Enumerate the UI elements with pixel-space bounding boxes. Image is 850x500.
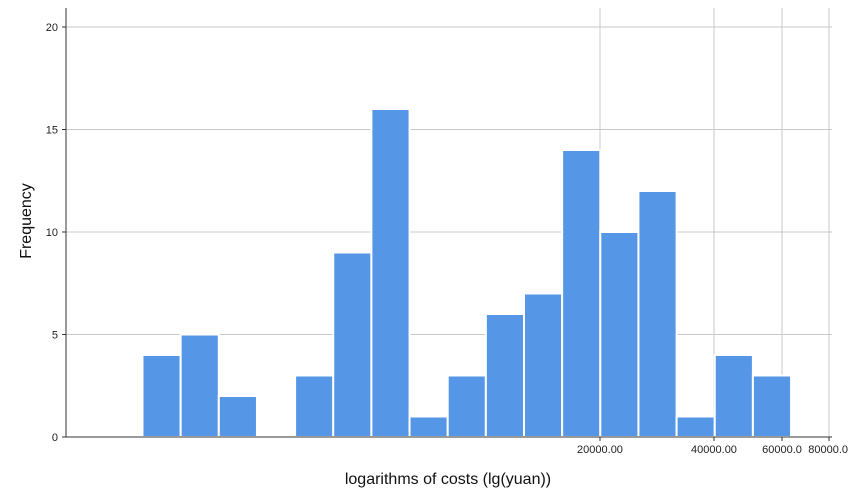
y-tick-label: 10 bbox=[46, 227, 58, 239]
y-tick-label: 20 bbox=[46, 22, 58, 34]
tick-labels: 0 5 10 15 20 20000.00 40000.00 60000.0 80000.0 bbox=[46, 22, 848, 456]
histogram-bar bbox=[713, 354, 754, 438]
histogram-bar bbox=[675, 415, 716, 438]
histogram-bar bbox=[751, 374, 793, 438]
x-tick-label: 40000.00 bbox=[691, 444, 737, 456]
histogram-bar bbox=[294, 374, 335, 438]
histogram-bar bbox=[523, 292, 564, 438]
histogram-bar bbox=[561, 149, 602, 438]
x-tick-label: 80000.0 bbox=[808, 444, 848, 456]
x-tick-label: 60000.0 bbox=[762, 444, 802, 456]
histogram-bar bbox=[408, 415, 449, 438]
histogram-bar bbox=[484, 313, 526, 438]
histogram-bar bbox=[446, 374, 487, 438]
y-tick-label: 0 bbox=[52, 432, 58, 444]
histogram-bar bbox=[332, 251, 373, 438]
histogram-bar bbox=[179, 333, 220, 438]
x-axis-title: logarithms of costs (lg(yuan)) bbox=[345, 471, 551, 488]
histogram-bar bbox=[141, 354, 182, 438]
histogram-bar bbox=[599, 231, 640, 438]
histogram-bar bbox=[217, 395, 258, 438]
y-tick-label: 15 bbox=[46, 125, 58, 137]
histogram-bar bbox=[370, 108, 411, 438]
axes bbox=[65, 8, 832, 438]
y-axis-title: Frequency bbox=[18, 183, 35, 259]
bars bbox=[141, 108, 793, 438]
x-tick-label: 20000.00 bbox=[577, 444, 623, 456]
histogram-bar bbox=[637, 190, 678, 438]
y-tick-label: 5 bbox=[52, 330, 58, 342]
